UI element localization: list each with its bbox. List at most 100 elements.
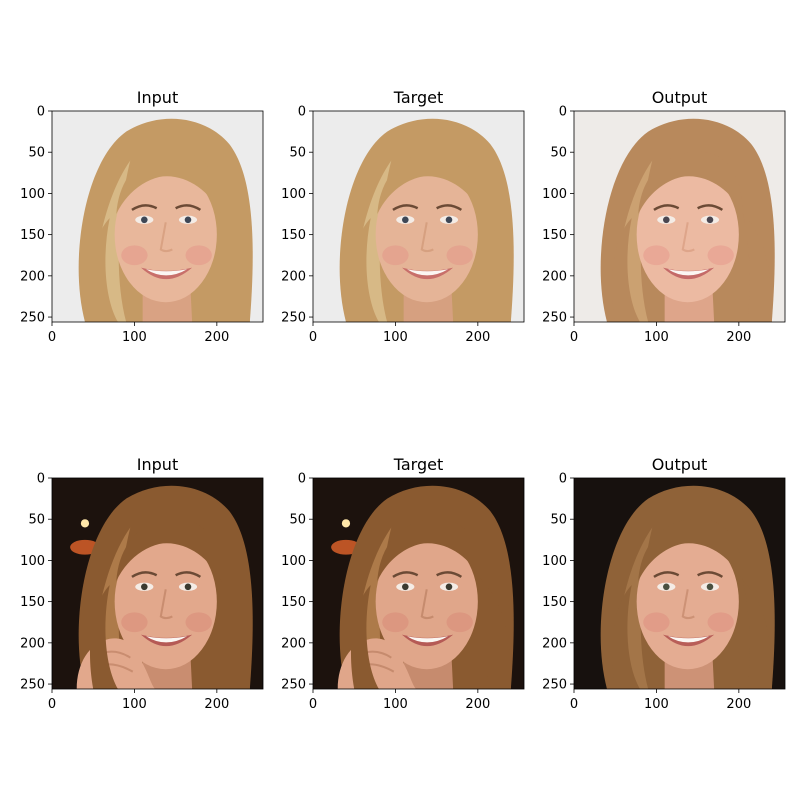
hair-right-lock: [220, 581, 251, 689]
y-tick-label: 150: [542, 595, 567, 610]
hair-left-lock: [350, 585, 379, 689]
axes-frame: [312, 110, 525, 323]
x-tick-label: 200: [726, 697, 751, 712]
iris-right: [184, 583, 192, 591]
hair-fringe: [377, 518, 482, 582]
panel-title: Output: [652, 88, 708, 107]
x-tick-label: 0: [570, 330, 578, 345]
y-tick-label: 100: [281, 187, 306, 202]
x-tick-label: 200: [204, 697, 229, 712]
iris-right: [445, 583, 453, 591]
brow-left: [392, 204, 419, 211]
hair-fringe: [377, 151, 482, 215]
hair-left-lock: [350, 218, 379, 322]
hair-fringe: [638, 151, 743, 215]
image-panel: Input 0 100 200 0 50 100 150 200 250: [20, 88, 264, 345]
nose: [159, 589, 173, 620]
cheek-left: [121, 245, 148, 266]
cheek-right: [185, 245, 212, 266]
nose: [681, 222, 695, 253]
y-tick-label: 100: [542, 187, 567, 202]
y-tick-label: 50: [289, 146, 306, 161]
panel-photo: [574, 478, 785, 689]
cheek-left: [382, 612, 409, 633]
iris-left: [141, 583, 148, 591]
image-panel: Input 0 100 200 0 50 100 150 200 250: [20, 455, 264, 712]
teeth: [667, 269, 710, 276]
iris-left: [663, 583, 670, 591]
y-tick-label: 0: [37, 105, 45, 120]
teeth: [406, 636, 449, 643]
cheek-left: [643, 245, 670, 266]
y-tick-label: 0: [559, 472, 567, 487]
teeth: [667, 636, 710, 643]
hair-right-lock: [742, 581, 773, 689]
x-tick-label: 200: [465, 330, 490, 345]
image-panel: Target 0 100 200 0 50 100 150 200 250: [281, 88, 525, 345]
y-tick-label: 150: [281, 228, 306, 243]
panel-title: Input: [137, 88, 178, 107]
iris-right: [184, 216, 192, 224]
brow-right: [436, 204, 463, 211]
axes-frame: [573, 477, 786, 690]
brow-left: [392, 571, 419, 578]
y-tick-label: 250: [542, 678, 567, 693]
iris-left: [402, 216, 409, 224]
panel-photo: [52, 111, 263, 322]
iris-right: [445, 216, 453, 224]
y-tick-label: 100: [20, 554, 45, 569]
y-tick-label: 250: [281, 678, 306, 693]
x-tick-label: 200: [204, 330, 229, 345]
hair-fringe: [116, 518, 221, 582]
hair-left-lock: [89, 585, 118, 689]
cheek-right: [185, 612, 212, 633]
x-tick-label: 100: [122, 330, 147, 345]
y-tick-label: 100: [542, 554, 567, 569]
image-panel: Output 0 100 200 0 50 100 150 200 250: [542, 88, 786, 345]
axes-frame: [51, 110, 264, 323]
y-tick-label: 150: [281, 595, 306, 610]
hair-right-lock: [481, 214, 512, 322]
y-tick-label: 0: [559, 105, 567, 120]
panel-photo: [52, 478, 263, 689]
panel-title: Target: [393, 455, 444, 474]
y-tick-label: 50: [550, 146, 567, 161]
hair-left-lock: [89, 218, 118, 322]
brow-left: [653, 204, 680, 211]
x-tick-label: 0: [309, 330, 317, 345]
cheek-right: [446, 245, 473, 266]
face: [375, 534, 478, 670]
panel-title: Input: [137, 455, 178, 474]
cheek-left: [382, 245, 409, 266]
iris-left: [141, 216, 148, 224]
teeth: [145, 636, 188, 643]
x-tick-label: 100: [122, 697, 147, 712]
image-panel: Output 0 100 200 0 50 100 150 200 250: [542, 455, 786, 712]
y-tick-label: 50: [28, 513, 45, 528]
nose: [159, 222, 173, 253]
y-tick-label: 250: [20, 311, 45, 326]
y-tick-label: 200: [20, 636, 45, 651]
x-tick-label: 100: [644, 697, 669, 712]
x-tick-label: 100: [383, 697, 408, 712]
y-tick-label: 200: [281, 269, 306, 284]
cheek-right: [707, 612, 734, 633]
y-tick-label: 200: [20, 269, 45, 284]
nose: [681, 589, 695, 620]
y-tick-label: 50: [289, 513, 306, 528]
y-tick-label: 200: [281, 636, 306, 651]
panel-photo: [313, 478, 524, 689]
nose: [420, 589, 434, 620]
brow-right: [175, 204, 202, 211]
hair-fringe: [638, 518, 743, 582]
light-glow: [341, 519, 351, 528]
cheek-right: [707, 245, 734, 266]
teeth: [145, 269, 188, 276]
y-tick-label: 250: [542, 311, 567, 326]
cheek-left: [121, 612, 148, 633]
iris-left: [402, 583, 409, 591]
iris-left: [663, 216, 670, 224]
y-tick-label: 0: [298, 105, 306, 120]
image-panel: Target 0 100 200 0 50 100 150 200 250: [281, 455, 525, 712]
hair-left-lock: [611, 585, 640, 689]
